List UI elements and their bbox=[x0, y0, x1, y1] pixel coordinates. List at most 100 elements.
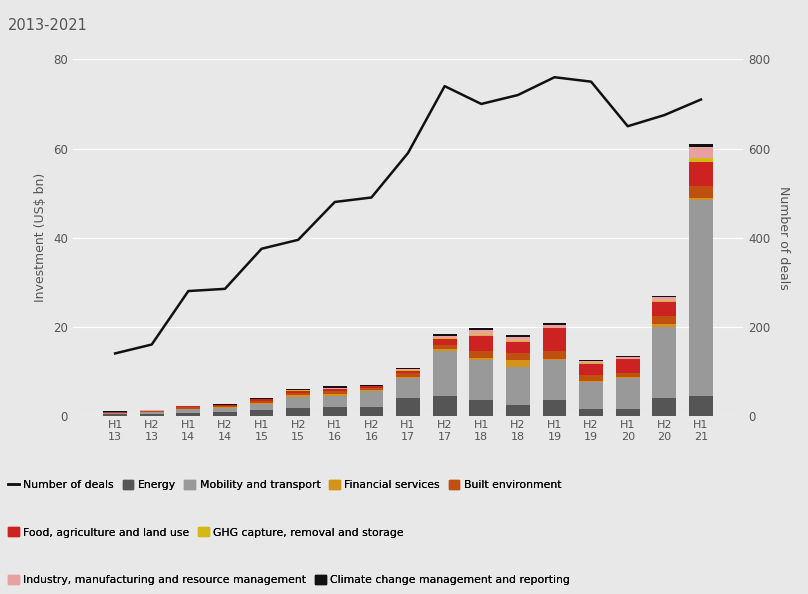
Bar bbox=[323, 396, 347, 407]
Bar bbox=[469, 336, 493, 351]
Bar bbox=[689, 144, 713, 147]
Bar bbox=[652, 302, 676, 315]
Bar bbox=[396, 369, 420, 371]
Bar bbox=[360, 385, 383, 386]
Bar bbox=[506, 367, 530, 405]
Text: 2013-2021: 2013-2021 bbox=[8, 18, 88, 33]
Bar bbox=[506, 337, 530, 341]
Bar bbox=[506, 335, 530, 337]
Bar bbox=[433, 396, 457, 416]
Bar bbox=[579, 360, 603, 361]
Bar bbox=[506, 360, 530, 367]
Bar bbox=[579, 381, 603, 383]
Bar bbox=[323, 394, 347, 396]
Bar bbox=[616, 372, 640, 377]
Bar bbox=[360, 391, 383, 407]
Bar bbox=[579, 383, 603, 409]
Bar bbox=[543, 350, 566, 359]
Bar bbox=[286, 393, 310, 396]
Bar bbox=[579, 375, 603, 381]
Bar bbox=[469, 351, 493, 358]
Bar bbox=[689, 159, 713, 162]
Bar bbox=[579, 364, 603, 375]
Bar bbox=[652, 324, 676, 327]
Bar bbox=[689, 147, 713, 159]
Bar bbox=[469, 400, 493, 416]
Bar bbox=[250, 401, 273, 403]
Bar bbox=[469, 358, 493, 360]
Bar bbox=[652, 327, 676, 398]
Bar bbox=[103, 413, 127, 415]
Bar bbox=[433, 334, 457, 336]
Bar bbox=[506, 353, 530, 360]
Bar bbox=[616, 409, 640, 416]
Bar bbox=[396, 371, 420, 373]
Y-axis label: Number of deals: Number of deals bbox=[777, 186, 790, 289]
Bar bbox=[616, 356, 640, 359]
Bar bbox=[396, 373, 420, 377]
Bar bbox=[689, 396, 713, 416]
Bar bbox=[323, 391, 347, 394]
Bar bbox=[433, 339, 457, 345]
Legend: Industry, manufacturing and resource management, Climate change management and r: Industry, manufacturing and resource man… bbox=[8, 575, 570, 585]
Bar bbox=[103, 415, 127, 416]
Bar bbox=[616, 359, 640, 372]
Bar bbox=[286, 396, 310, 397]
Y-axis label: Investment (US$ bn): Investment (US$ bn) bbox=[35, 173, 48, 302]
Bar bbox=[652, 298, 676, 301]
Bar bbox=[286, 407, 310, 416]
Bar bbox=[689, 187, 713, 198]
Bar bbox=[506, 405, 530, 416]
Bar bbox=[176, 413, 200, 416]
Bar bbox=[543, 326, 566, 328]
Bar bbox=[213, 405, 237, 406]
Bar bbox=[506, 342, 530, 353]
Bar bbox=[579, 361, 603, 364]
Bar bbox=[689, 198, 713, 200]
Bar bbox=[469, 328, 493, 330]
Bar bbox=[360, 407, 383, 416]
Bar bbox=[250, 398, 273, 399]
Bar bbox=[286, 388, 310, 390]
Bar bbox=[140, 412, 164, 414]
Bar bbox=[140, 414, 164, 416]
Bar bbox=[323, 407, 347, 416]
Bar bbox=[396, 368, 420, 369]
Bar bbox=[213, 406, 237, 407]
Bar bbox=[469, 360, 493, 400]
Bar bbox=[652, 301, 676, 302]
Bar bbox=[176, 406, 200, 407]
Bar bbox=[323, 387, 347, 388]
Bar bbox=[360, 388, 383, 390]
Bar bbox=[396, 378, 420, 398]
Bar bbox=[250, 410, 273, 416]
Bar bbox=[250, 404, 273, 410]
Bar bbox=[543, 323, 566, 326]
Bar bbox=[543, 360, 566, 400]
Legend: Number of deals, Energy, Mobility and transport, Financial services, Built envir: Number of deals, Energy, Mobility and tr… bbox=[8, 480, 562, 490]
Bar bbox=[469, 335, 493, 336]
Bar bbox=[433, 349, 457, 351]
Bar bbox=[689, 200, 713, 396]
Bar bbox=[543, 359, 566, 360]
Bar bbox=[176, 409, 200, 413]
Bar bbox=[213, 412, 237, 416]
Bar bbox=[323, 389, 347, 391]
Bar bbox=[286, 397, 310, 407]
Bar bbox=[433, 351, 457, 396]
Bar bbox=[213, 407, 237, 412]
Bar bbox=[652, 296, 676, 298]
Bar bbox=[360, 387, 383, 388]
Bar bbox=[579, 409, 603, 416]
Bar bbox=[250, 399, 273, 401]
Bar bbox=[506, 341, 530, 342]
Bar bbox=[616, 377, 640, 378]
Bar bbox=[543, 400, 566, 416]
Bar bbox=[433, 345, 457, 349]
Bar bbox=[616, 378, 640, 409]
Bar bbox=[396, 377, 420, 378]
Bar bbox=[360, 390, 383, 391]
Bar bbox=[433, 336, 457, 339]
Bar bbox=[176, 407, 200, 409]
Bar bbox=[652, 398, 676, 416]
